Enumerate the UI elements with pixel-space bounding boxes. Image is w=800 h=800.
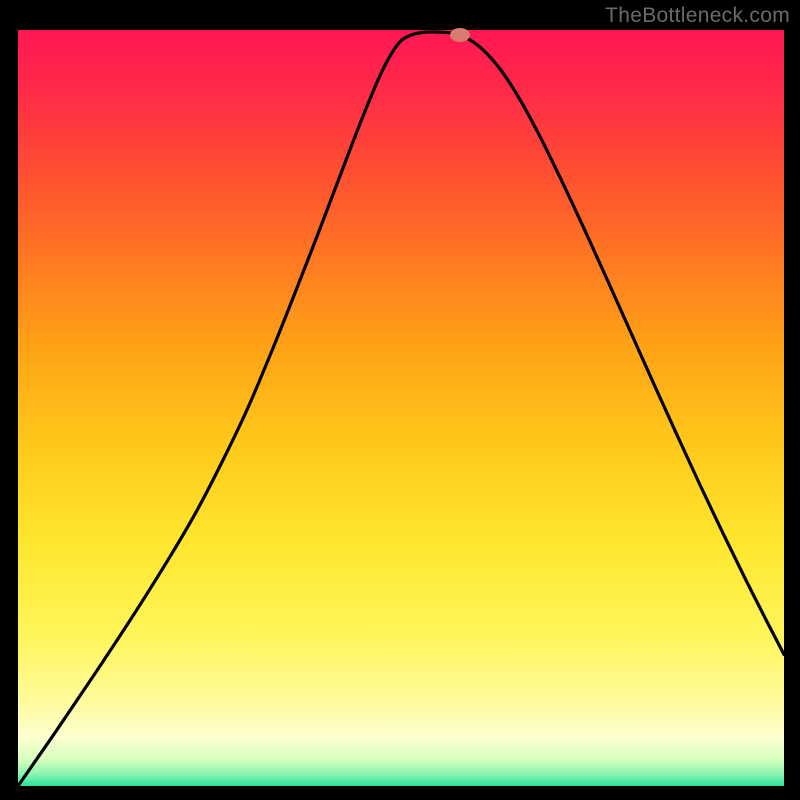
curve-path <box>18 32 784 786</box>
watermark-text: TheBottleneck.com <box>605 4 790 28</box>
optimum-marker <box>450 28 470 42</box>
bottleneck-curve <box>18 30 784 786</box>
plot-area <box>18 30 784 786</box>
